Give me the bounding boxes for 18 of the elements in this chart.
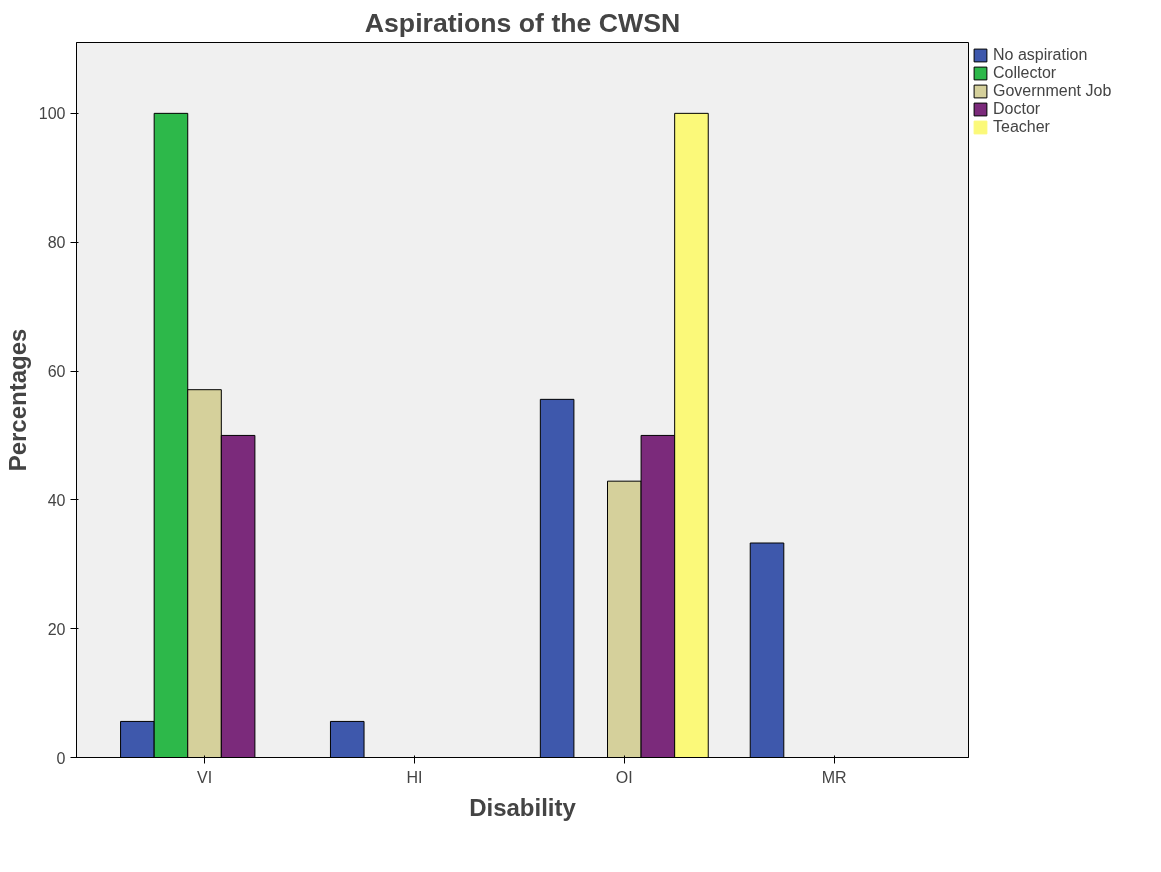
x-tick-label: HI [406,768,423,786]
y-tick-label: 40 [47,491,66,509]
y-tick-label: 0 [56,749,66,767]
y-tick-label: 60 [47,363,66,381]
legend-label: No aspiration [993,46,1088,64]
legend-label: Teacher [993,118,1050,136]
legend-label: Doctor [993,100,1041,118]
y-tick-label: 80 [47,234,66,252]
legend-label: Collector [993,64,1057,82]
x-tick-label: MR [821,768,847,786]
legend-label: Government Job [993,82,1112,100]
y-tick-label: 20 [47,620,66,638]
x-axis-title: Disability [469,793,577,821]
y-tick-label: 100 [38,105,66,123]
x-tick-label: VI [196,768,213,786]
y-axis-title: Percentages [3,328,31,472]
chart-title: Aspirations of the CWSN [364,7,681,38]
x-tick-label: OI [615,768,633,786]
